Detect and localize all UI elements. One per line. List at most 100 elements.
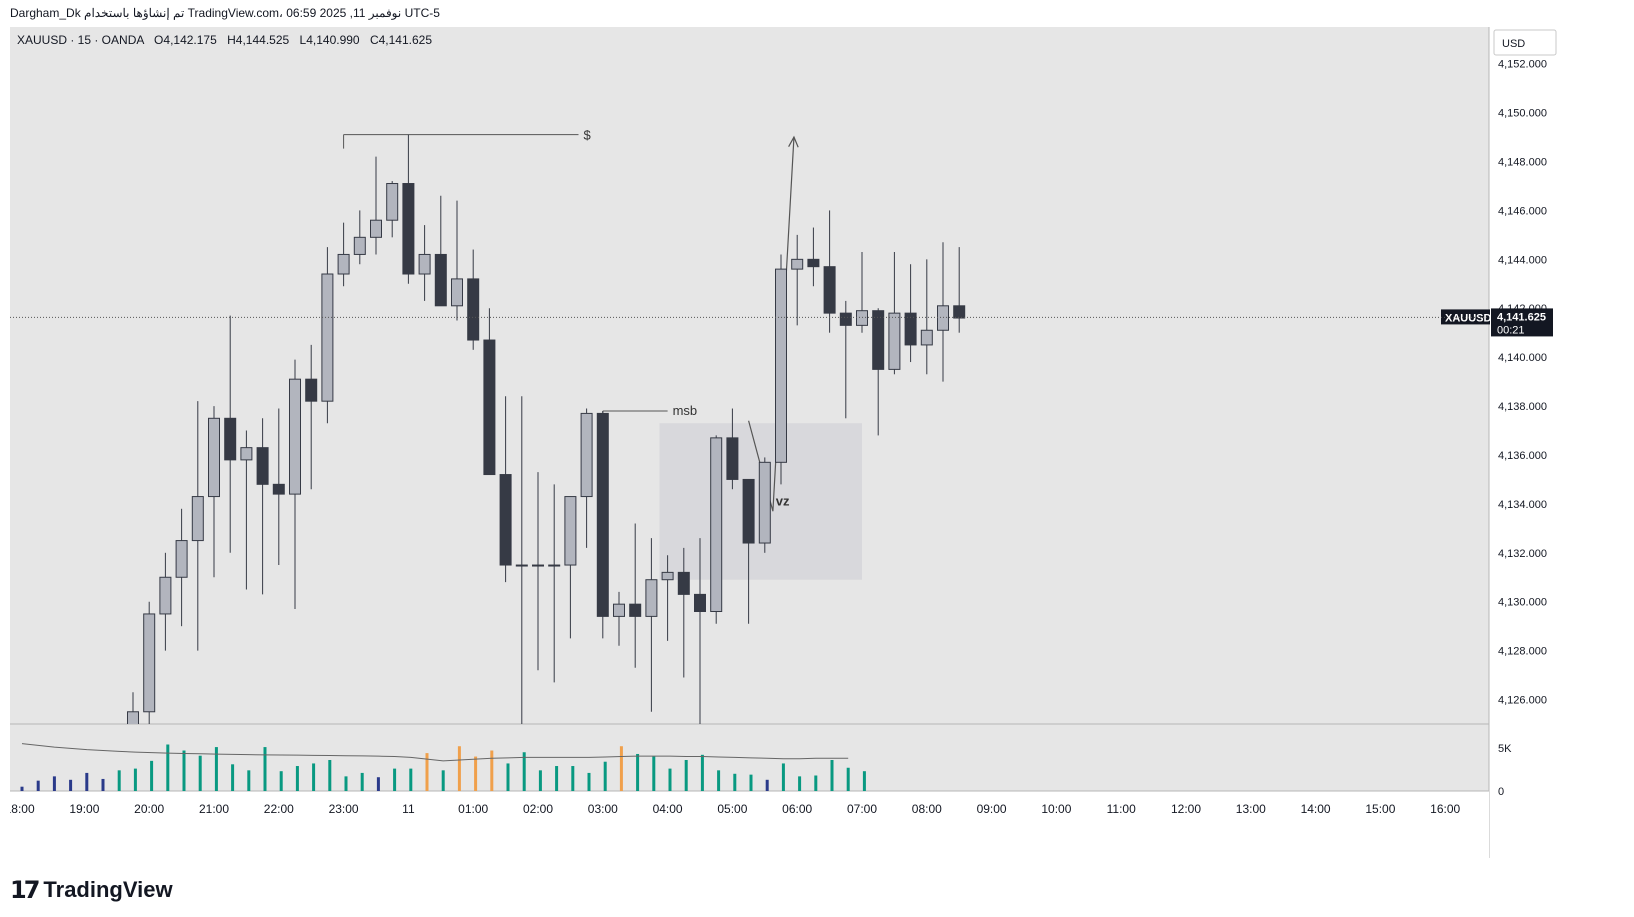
grid <box>10 27 1624 858</box>
time-axis: 18:00 19:00 20:00 21:00 22:00 23:00 11 01:00 02:… <box>10 802 1461 816</box>
time-tick-label: 14:00 <box>1301 802 1331 816</box>
volume-bar <box>668 768 672 791</box>
candle-body <box>677 571 690 595</box>
price-tick-label: 4,140.000 <box>1498 352 1547 364</box>
volume-bar <box>425 753 429 791</box>
candle-body <box>337 253 350 275</box>
candle-body <box>856 310 868 326</box>
volume-bar <box>312 763 316 791</box>
candle-body <box>515 564 528 567</box>
candle-body <box>256 447 269 485</box>
volume-bar <box>636 753 640 791</box>
candle-body <box>791 258 804 270</box>
candle-body <box>532 564 544 567</box>
candle-body <box>127 711 139 724</box>
candle-body <box>839 312 852 326</box>
candle-body <box>888 312 901 370</box>
candle-body <box>321 273 334 402</box>
volume-bar <box>555 766 559 791</box>
candle-body <box>872 310 885 370</box>
volume-bar <box>198 755 202 791</box>
time-tick-label: 12:00 <box>1171 802 1201 816</box>
volume-bar <box>360 772 364 791</box>
candle-body <box>483 339 496 476</box>
candle-body <box>710 437 723 613</box>
candle-body <box>191 496 204 542</box>
volume-bar <box>830 760 834 791</box>
volume-bar <box>571 766 575 791</box>
volume-bar <box>587 772 591 791</box>
volume-tick-label: 0 <box>1498 786 1504 798</box>
time-tick-label: 11 <box>402 802 415 816</box>
candle-body <box>580 412 593 498</box>
tradingview-logo: 𝟭𝟳 TradingView <box>10 876 173 904</box>
volume-bar <box>522 752 526 791</box>
candle-body <box>434 253 447 307</box>
legend-high-label: H <box>227 33 236 47</box>
candle-body <box>386 183 399 221</box>
candle-body <box>564 496 577 566</box>
candle-body <box>353 236 366 255</box>
volume-bar <box>749 774 753 791</box>
candle-body <box>596 412 609 617</box>
price-tick-label: 4,138.000 <box>1498 401 1547 413</box>
volume-bar <box>85 772 89 791</box>
time-axis-background <box>10 791 1489 858</box>
time-tick-label: 20:00 <box>134 802 164 816</box>
volume-bar <box>603 761 607 791</box>
volume-bar <box>814 775 818 791</box>
price-tag-value: 4,141.625 <box>1497 311 1546 323</box>
volume-bar <box>684 760 688 791</box>
volume-bar <box>36 780 40 791</box>
time-tick-label: 22:00 <box>264 802 294 816</box>
time-tick-label: 08:00 <box>912 802 942 816</box>
candle-body <box>175 540 188 578</box>
volume-bar <box>133 768 137 791</box>
time-tick-label: 10:00 <box>1041 802 1071 816</box>
projection-arrowhead <box>788 135 799 148</box>
volume-bar <box>409 768 413 791</box>
candle-group <box>127 134 966 724</box>
time-tick-label: 23:00 <box>329 802 359 816</box>
msb-label: msb <box>673 403 698 418</box>
price-tag <box>1491 308 1553 337</box>
candle-body <box>240 447 253 461</box>
volume-bar <box>376 777 380 791</box>
candle-body <box>451 278 463 307</box>
zone-label: vz <box>776 493 790 508</box>
candlestick-chart[interactable]: $ msb vz 4,126.000 4,128.000 4,130.000 4,132.… <box>10 27 1624 858</box>
price-tag-countdown: 00:21 <box>1497 324 1525 336</box>
volume-bar <box>214 747 218 791</box>
volume-bar <box>441 770 445 791</box>
time-tick-label: 03:00 <box>588 802 618 816</box>
volume-bar <box>344 776 348 791</box>
tradingview-logo-icon: 𝟭𝟳 <box>10 876 40 904</box>
legend-symbol: XAUUSD · 15 · OANDA <box>17 33 144 47</box>
volume-bar <box>490 750 494 791</box>
candles <box>127 134 966 724</box>
candle-body <box>548 564 561 567</box>
time-tick-label: 07:00 <box>847 802 877 816</box>
price-tick-label: 4,128.000 <box>1498 646 1547 658</box>
volume-bar <box>117 770 121 791</box>
brand-name: TradingView <box>43 877 173 902</box>
currency-button-frame <box>1493 29 1557 56</box>
volume-bar <box>150 760 154 791</box>
candle-body <box>645 579 658 617</box>
candle-body <box>370 219 382 238</box>
chart-area[interactable]: $ msb vz 4,126.000 4,128.000 4,130.000 4,132.… <box>10 27 1624 858</box>
candle-body <box>159 576 172 615</box>
time-tick-label: 06:00 <box>782 802 812 816</box>
currency-button[interactable]: USD <box>1493 29 1557 56</box>
legend-open-label: O <box>154 33 163 47</box>
candle-body <box>305 378 318 402</box>
price-tick-label: 4,152.000 <box>1498 59 1547 71</box>
volume-bar <box>846 767 850 791</box>
candle-body <box>775 268 787 463</box>
candle-body <box>726 437 739 480</box>
legend-high: 4,144.525 <box>236 33 290 47</box>
price-tick-label: 4,136.000 <box>1498 450 1547 462</box>
candle-body <box>224 417 237 461</box>
volume-bar <box>619 746 623 791</box>
candle-body <box>402 183 415 275</box>
